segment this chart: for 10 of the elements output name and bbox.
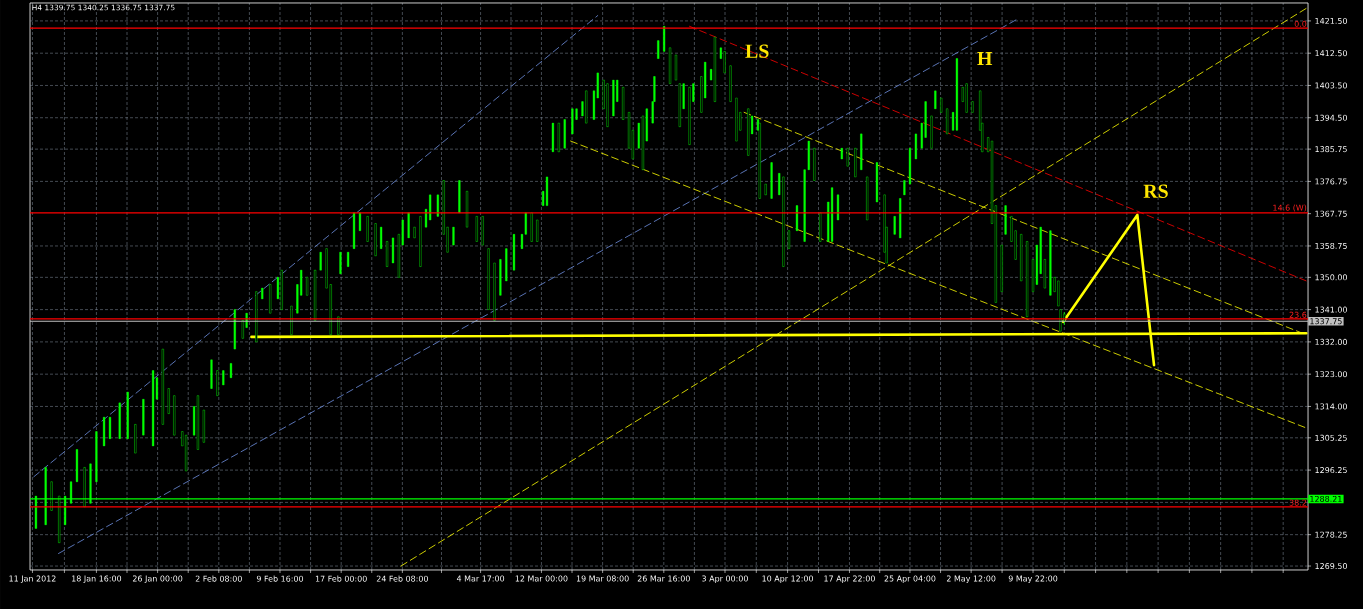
candlestick (723, 50, 726, 74)
candlestick (1059, 309, 1062, 332)
candlestick (108, 416, 112, 440)
candlestick (436, 194, 439, 217)
annotation: RS (1143, 184, 1168, 198)
candlestick (339, 251, 342, 275)
annotation: H (977, 52, 993, 66)
candlestick (380, 226, 383, 250)
annotation: LS (745, 44, 769, 58)
candlestick (536, 219, 539, 242)
